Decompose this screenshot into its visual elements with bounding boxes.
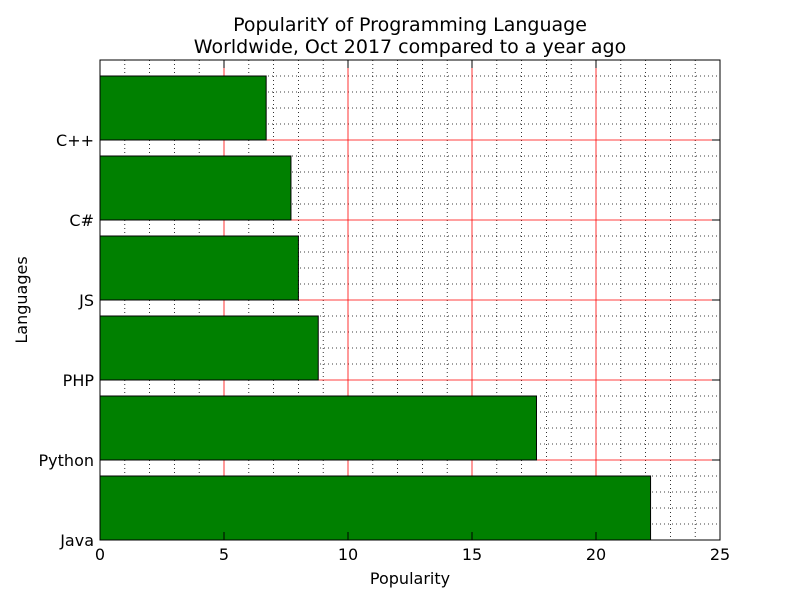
bars [99,75,652,541]
y-axis-label: Languages [12,256,31,343]
bar-c [99,155,292,221]
bar-php [99,315,319,381]
y-tick-label: PHP [63,371,95,390]
y-tick-label: C# [69,211,94,230]
x-tick-label: 10 [338,545,358,564]
chart-subtitle: Worldwide, Oct 2017 compared to a year a… [194,36,626,58]
y-tick-label: Java [59,531,94,550]
bar-python [99,395,537,461]
x-tick-label: 15 [462,545,482,564]
y-tick-label: Python [39,451,94,470]
x-tick-label: 0 [95,545,105,564]
x-tick-labels: 0 5 10 15 20 25 [95,545,730,564]
bar-java [99,475,652,541]
y-tick-label: JS [78,291,94,310]
x-tick-label: 25 [710,545,730,564]
bar-c [99,75,267,141]
x-tick-label: 5 [219,545,229,564]
y-tick-labels: Java Python PHP JS C# C++ [39,131,95,550]
x-tick-label: 20 [586,545,606,564]
axis-ticks [99,60,721,541]
x-axis-label: Popularity [370,569,450,588]
bar-js [99,235,299,301]
y-tick-label: C++ [56,131,94,150]
chart-title: PopularitY of Programming Language [233,14,587,36]
